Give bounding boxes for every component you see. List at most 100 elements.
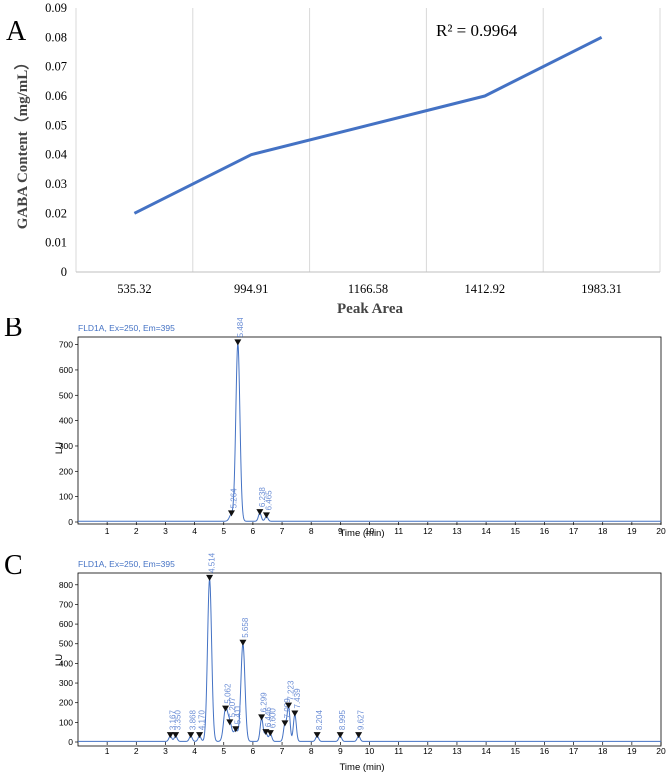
x-tick-label: 3: [163, 526, 168, 536]
y-tick-label: 300: [59, 678, 73, 688]
x-tick-label: 1: [105, 526, 110, 536]
y-tick-label: 800: [59, 580, 73, 590]
calibration-y-axis-label: GABA Content（mg/mL）: [13, 55, 31, 230]
chromatogram-b-y-label: LU: [54, 442, 65, 454]
y-tick-label: 0.06: [45, 89, 67, 103]
peak-marker: [172, 732, 180, 739]
panel-label-b: B: [4, 318, 23, 343]
peak-label: 7.439: [293, 688, 302, 709]
peak-label: 5.484: [236, 318, 245, 337]
peak-label: 6.299: [260, 692, 269, 713]
calibration-grid: [75, 8, 661, 273]
x-tick-label: 18: [598, 526, 608, 536]
x-tick-label: 11: [394, 526, 403, 536]
chromatogram-c-trace: [78, 578, 661, 742]
peak-label: 5.658: [241, 617, 250, 638]
y-tick-label: 300: [59, 441, 73, 451]
x-tick-label: 1: [105, 746, 110, 756]
y-tick-label: 0: [61, 265, 67, 279]
peak-label: 9.627: [357, 710, 366, 731]
x-tick-label: 8: [309, 746, 314, 756]
chromatogram-c-axes: 1 2 3 4 5 6 7 8 9 10 11 12 13 14 15 16 17 18 19 20010020030…: [59, 580, 666, 756]
chromatogram-c: C FLD1A, Ex=250, Em=395 1 2 3 4 5 6 7 8 9 10 11 12 1…: [4, 550, 666, 773]
x-tick-label: 535.32: [117, 282, 151, 296]
x-tick-label: 11: [394, 746, 403, 756]
x-tick-label: 16: [540, 526, 550, 536]
x-tick-label: 5: [221, 526, 226, 536]
x-tick-label: 20: [656, 746, 666, 756]
peak-label: 3.350: [174, 710, 183, 731]
peak-marker: [355, 732, 363, 739]
y-tick-label: 700: [59, 340, 73, 350]
y-tick-label: 600: [59, 619, 73, 629]
peak-marker: [266, 730, 274, 737]
peak-label: 7.223: [287, 680, 296, 701]
x-tick-label: 4: [192, 526, 197, 536]
x-tick-label: 12: [423, 746, 433, 756]
peak-marker: [291, 710, 299, 717]
calibration-x-axis-label: Peak Area: [337, 301, 403, 317]
r-squared-annotation: R² = 0.9964: [436, 21, 518, 40]
x-tick-label: 19: [627, 746, 637, 756]
x-tick-label: 9: [338, 526, 343, 536]
y-tick-label: 0.02: [45, 206, 67, 220]
x-tick-label: 12: [423, 526, 433, 536]
x-tick-label: 14: [481, 526, 491, 536]
panel-label-a: A: [6, 16, 27, 47]
chromatogram-b-axes: 1 2 3 4 5 6 7 8 9 10 11 12 13 14 15 16 17 18 19 20010020030…: [59, 340, 666, 536]
y-tick-label: 0.04: [45, 148, 68, 162]
peak-label: 6.465: [264, 490, 273, 511]
peak-label: 8.204: [315, 710, 324, 731]
peak-marker: [227, 510, 235, 517]
peak-marker: [232, 726, 240, 733]
y-tick-label: 400: [59, 658, 73, 668]
chromatogram-b-panel: B FLD1A, Ex=250, Em=395 1 2 3 4 5 6 7 8 9 10 11 12 1…: [0, 318, 669, 540]
chromatogram-c-panel: C FLD1A, Ex=250, Em=395 1 2 3 4 5 6 7 8 9 10 11 12 1…: [0, 548, 669, 773]
x-tick-label: 10: [365, 746, 375, 756]
x-tick-label: 8: [309, 526, 314, 536]
chromatogram-c-y-label: LU: [54, 654, 65, 666]
chromatogram-trace-line: [78, 343, 661, 522]
y-tick-label: 200: [59, 698, 73, 708]
peak-marker: [239, 639, 247, 646]
peak-label: 6.446: [264, 707, 273, 728]
x-tick-label: 1166.58: [348, 282, 388, 296]
calibration-y-ticks: 0 0.01 0.02 0.03 0.04 0.05 0.06 0.07 0.08 0.09: [45, 1, 68, 279]
peak-marker: [258, 714, 266, 721]
x-tick-label: 15: [511, 746, 521, 756]
peak-marker: [281, 720, 289, 727]
chromatogram-b-frame: [77, 336, 662, 525]
calibration-series: [133, 35, 603, 215]
x-tick-label: 9: [338, 746, 343, 756]
calibration-x-ticks: 535.32 994.91 1166.58 1412.92 1983.31: [117, 282, 622, 296]
x-tick-label: 2: [134, 526, 139, 536]
peak-marker: [336, 732, 344, 739]
calibration-line: [133, 35, 603, 215]
x-tick-label: 994.91: [234, 282, 268, 296]
peak-marker: [313, 732, 321, 739]
y-tick-label: 600: [59, 365, 73, 375]
peak-label: 7.099: [283, 698, 292, 719]
y-tick-label: 0: [68, 737, 73, 747]
peak-marker: [196, 732, 204, 739]
peak-marker: [187, 732, 195, 739]
y-tick-label: 0.01: [45, 236, 67, 250]
y-tick-label: 400: [59, 416, 73, 426]
peak-label: 4.170: [198, 710, 207, 731]
y-tick-label: 200: [59, 466, 73, 476]
x-tick-label: 17: [569, 746, 579, 756]
peak-marker: [234, 339, 242, 346]
chromatogram-b: B FLD1A, Ex=250, Em=395 1 2 3 4 5 6 7 8 9 10 11 12 1…: [4, 318, 666, 539]
chromatogram-b-x-label: Time (min): [339, 528, 384, 539]
peak-label: 5.264: [229, 488, 238, 509]
y-tick-label: 0.05: [45, 118, 67, 132]
x-tick-label: 7: [280, 746, 285, 756]
x-tick-label: 13: [452, 526, 462, 536]
y-tick-label: 500: [59, 390, 73, 400]
x-tick-label: 6: [251, 526, 256, 536]
y-tick-label: 0.09: [45, 1, 67, 15]
x-tick-label: 1412.92: [464, 282, 505, 296]
peak-label: 8.995: [338, 710, 347, 731]
x-tick-label: 20: [656, 526, 666, 536]
peak-label: 6.238: [258, 487, 267, 508]
